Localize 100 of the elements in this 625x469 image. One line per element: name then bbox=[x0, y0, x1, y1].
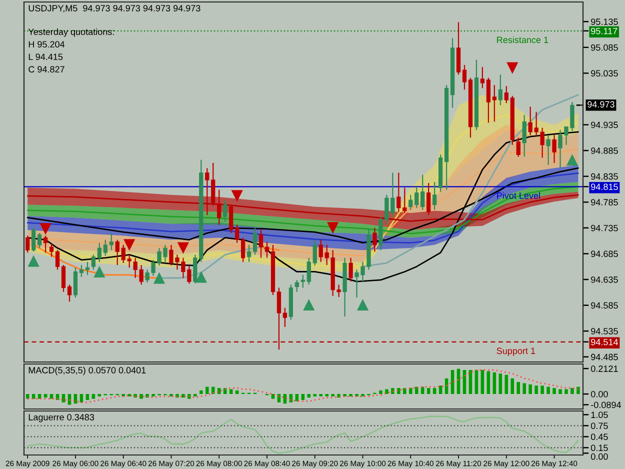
y-tick-label: 94.585 bbox=[591, 302, 618, 309]
y-tick-label: 94.785 bbox=[591, 199, 618, 206]
bar bbox=[540, 386, 544, 394]
candlestick bbox=[282, 307, 288, 328]
y-tick-label: 95.035 bbox=[591, 70, 618, 77]
bar bbox=[474, 370, 478, 394]
candlestick bbox=[252, 227, 258, 256]
line-series bbox=[26, 131, 579, 282]
point bbox=[177, 242, 190, 254]
annotation: Yesterday quotations: bbox=[28, 28, 114, 37]
candlestick bbox=[276, 287, 282, 350]
candlestick bbox=[55, 250, 60, 270]
candlestick bbox=[37, 232, 42, 249]
bar bbox=[450, 370, 454, 394]
y-tick-label: 94.514 bbox=[591, 338, 618, 346]
bar bbox=[468, 370, 472, 394]
candlestick bbox=[85, 261, 90, 276]
bar bbox=[50, 394, 54, 399]
candlestick bbox=[91, 254, 96, 270]
candlestick bbox=[246, 244, 252, 262]
candlestick bbox=[462, 64, 467, 90]
y-tick-label: 95.085 bbox=[591, 44, 618, 51]
bar bbox=[504, 374, 508, 394]
bar bbox=[229, 389, 233, 394]
point bbox=[40, 223, 52, 235]
chart-title: Laguerre 0.3483 bbox=[28, 414, 94, 422]
candlestick bbox=[480, 66, 485, 89]
bar bbox=[62, 394, 66, 402]
bar bbox=[528, 384, 532, 394]
bar bbox=[534, 386, 538, 394]
point bbox=[566, 154, 578, 166]
bar bbox=[182, 394, 185, 398]
candlestick bbox=[103, 239, 108, 256]
annotation: L 94.415 bbox=[28, 54, 63, 60]
point bbox=[124, 239, 136, 251]
bar bbox=[403, 388, 406, 394]
candlestick bbox=[486, 77, 491, 124]
bar bbox=[486, 371, 490, 394]
candlestick bbox=[552, 134, 556, 164]
bar bbox=[379, 390, 382, 394]
y-tick-label: 1.05 bbox=[591, 412, 608, 418]
point bbox=[153, 272, 166, 284]
candlestick bbox=[109, 232, 114, 251]
y-tick-label: 94.635 bbox=[591, 276, 618, 283]
candlestick bbox=[516, 137, 520, 158]
bar bbox=[205, 386, 209, 394]
candlestick bbox=[79, 264, 84, 278]
bar bbox=[397, 388, 400, 394]
candlestick bbox=[300, 274, 305, 288]
bar bbox=[211, 386, 215, 394]
candlestick bbox=[234, 224, 240, 244]
bar bbox=[432, 388, 436, 394]
bar bbox=[307, 394, 311, 398]
candlestick bbox=[426, 182, 431, 216]
bar bbox=[570, 388, 574, 394]
y-tick-label: 94.835 bbox=[591, 173, 618, 180]
candlestick bbox=[420, 174, 425, 210]
bar bbox=[301, 394, 305, 400]
bar bbox=[92, 394, 96, 399]
y-tick-label: -0.0894 bbox=[591, 402, 621, 408]
point bbox=[94, 266, 106, 278]
candlestick bbox=[498, 74, 502, 106]
candlestick bbox=[372, 227, 377, 252]
candlestick bbox=[223, 199, 228, 222]
y-tick-label: 95.117 bbox=[591, 28, 618, 34]
point bbox=[303, 298, 315, 311]
bar bbox=[426, 388, 430, 394]
y-tick-label: 94.685 bbox=[591, 250, 618, 258]
bar bbox=[552, 388, 556, 394]
point bbox=[28, 255, 40, 267]
candlestick bbox=[522, 114, 526, 158]
bar bbox=[86, 394, 90, 400]
candlestick bbox=[32, 227, 36, 252]
bar bbox=[200, 390, 203, 394]
bar bbox=[385, 389, 388, 394]
ref-line-label: Resistance 1 bbox=[497, 36, 548, 44]
y-tick-label: 94.485 bbox=[591, 354, 618, 360]
y-tick-label: 0.00 bbox=[590, 453, 608, 460]
y-tick-label: 0.15 bbox=[590, 444, 608, 452]
y-tick-label: 94.935 bbox=[591, 122, 618, 128]
bar bbox=[492, 372, 496, 394]
candlestick bbox=[67, 284, 72, 302]
bar bbox=[271, 394, 275, 399]
point bbox=[356, 298, 369, 311]
y-tick-label: 94.885 bbox=[591, 148, 618, 154]
bar bbox=[576, 386, 580, 394]
bar bbox=[522, 383, 526, 394]
candlestick bbox=[258, 229, 264, 258]
candlestick bbox=[264, 241, 270, 258]
chart-title: USDJPY,M5 94.973 94.973 94.973 94.973 bbox=[28, 5, 200, 12]
candlestick bbox=[546, 134, 550, 166]
candlestick bbox=[61, 264, 66, 292]
bar bbox=[498, 374, 502, 394]
bar bbox=[510, 378, 514, 394]
y-tick-label: 0.00 bbox=[590, 390, 608, 398]
bar bbox=[140, 394, 143, 399]
bar bbox=[408, 388, 412, 394]
candlestick bbox=[492, 84, 496, 122]
candlestick bbox=[432, 181, 437, 210]
y-tick-label: 95.135 bbox=[591, 18, 618, 25]
